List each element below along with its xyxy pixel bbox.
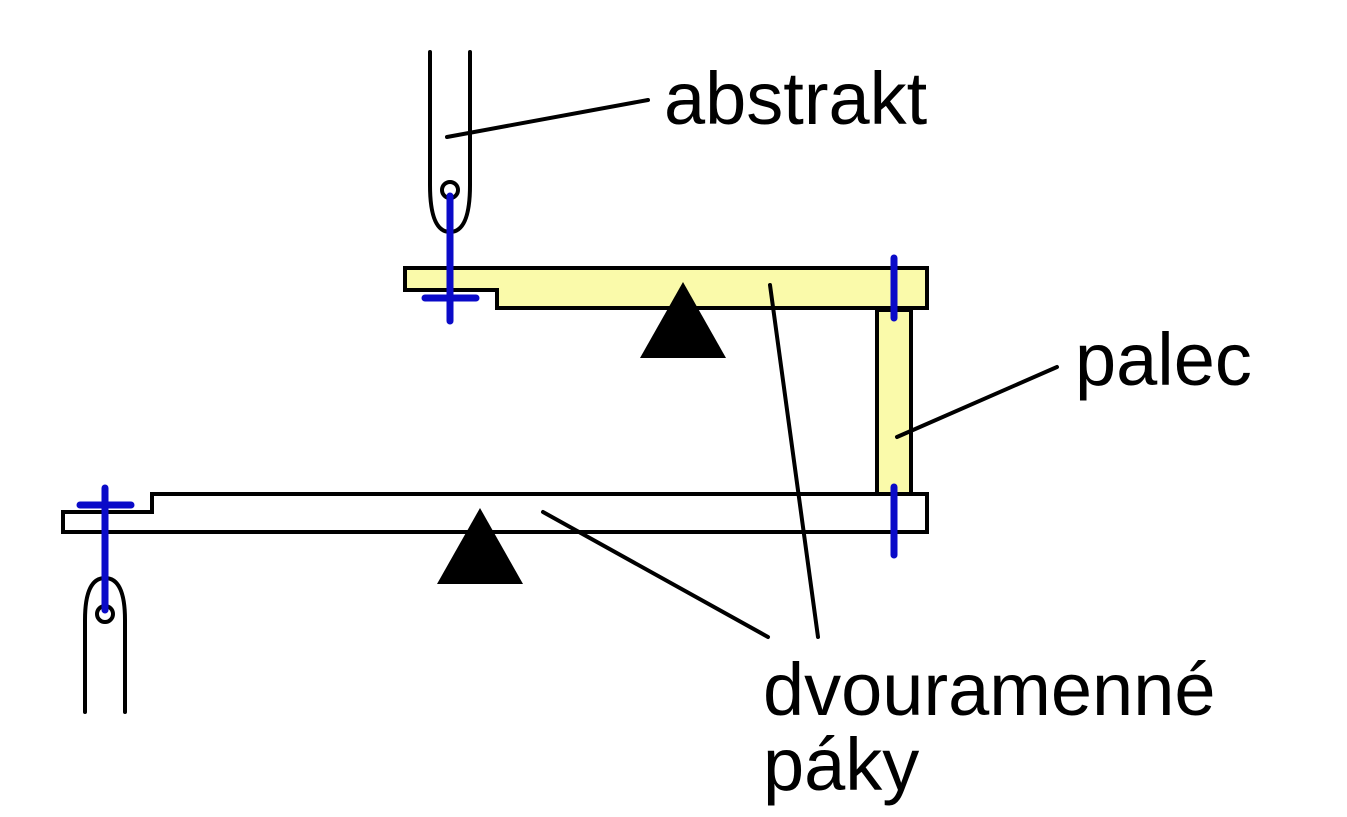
abstrakt-leader-line: [445, 98, 650, 139]
label-palec: palec: [1075, 318, 1252, 401]
thumb-bar: [875, 308, 913, 496]
label-levers-line1: dvouramenné: [763, 648, 1216, 731]
upper-pivot-triangle: [640, 282, 726, 358]
label-abstrakt: abstrakt: [664, 57, 928, 140]
lower-lever: [61, 492, 929, 534]
lower-lever-leader-line: [541, 510, 770, 639]
label-levers-line2: páky: [763, 723, 919, 806]
upper-lever: [403, 266, 929, 310]
lower-pivot-triangle: [437, 508, 523, 584]
pins: [76, 192, 898, 614]
palec-leader-line: [895, 365, 1059, 439]
upper-lever-leader-line: [768, 283, 820, 639]
